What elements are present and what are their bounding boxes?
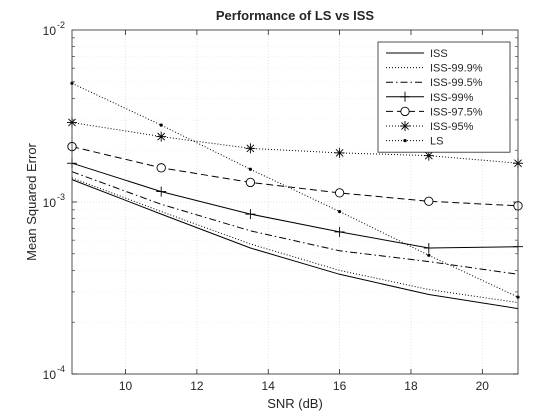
legend-label: ISS-97.5% [430,106,483,118]
series-line [71,179,519,310]
chart-title: Performance of LS vs ISS [216,8,375,23]
y-tick-labels: 10-410-310-2 [43,20,65,382]
series-line [71,162,519,249]
marker-asterisk-d2 [424,151,433,160]
marker-plus [423,243,434,254]
y-tick-label: 10 [43,196,57,210]
marker-dot [403,139,407,143]
marker-dot [248,167,252,171]
series-line [71,122,519,164]
marker-circle [245,177,256,188]
x-axis-label: SNR (dB) [267,396,323,411]
marker-asterisk [245,143,256,154]
y-tick-label-exponent: -4 [57,364,65,374]
y-tick-label: 10 [43,24,57,38]
legend-item: ISS-97.5% [386,106,483,118]
x-tick-label: 12 [190,379,204,393]
marker-asterisk [400,121,410,131]
legend-item: ISS-95% [386,121,474,133]
marker-dot [427,253,431,257]
marker-asterisk [156,131,167,142]
marker-asterisk-d2 [335,148,344,157]
series-line [71,171,519,275]
series-2 [71,171,519,275]
marker-plus [400,91,410,102]
series-4 [67,141,523,211]
legend-item: ISS-99% [386,91,474,104]
legend-item: ISS-99.5% [386,77,483,89]
marker-plus [156,186,167,197]
series-6 [70,81,520,299]
marker-circle [334,188,345,198]
y-tick-label-exponent: -2 [57,20,65,30]
y-tick-label: 10 [43,368,57,382]
x-tick-labels: 10 12 14 16 18 20 [119,379,489,393]
marker-dot [159,123,163,127]
marker-dot [338,209,342,214]
x-tick-label: 10 [119,379,133,393]
y-axis-label: Mean Squared Error [24,142,39,260]
x-tick-label: 20 [476,379,490,393]
ticks [72,30,518,375]
series-layer [67,81,523,310]
legend-label: ISS-99.5% [430,77,483,89]
legend-label: ISS-99% [430,92,474,104]
legend-label: ISS-99.9% [430,63,483,75]
marker-asterisk-d2 [157,132,166,141]
y-tick-label-exponent: -3 [57,192,65,202]
series-0 [71,179,519,310]
marker-asterisk-d2 [401,122,409,130]
marker-circle [156,163,166,173]
legend-item: ISS-99.9% [386,63,483,75]
marker-circle [424,196,434,206]
x-tick-label: 16 [333,379,347,393]
marker-asterisk [334,147,345,158]
marker-plus [245,209,256,220]
legend: ISS ISS-99.9% ISS-99.5% ISS-99% ISS-97.5% ISS… [377,41,511,153]
series-line [71,146,519,207]
legend-label: LS [430,136,443,148]
legend-label: ISS-95% [430,121,474,133]
marker-circle [400,106,410,117]
x-tick-label: 18 [404,379,418,393]
legend-label: ISS [430,48,448,60]
marker-plus [334,226,345,237]
marker-asterisk-d2 [246,144,255,153]
legend-item: ISS [386,48,448,60]
legend-item: LS [386,136,443,148]
x-tick-label: 14 [262,379,276,393]
